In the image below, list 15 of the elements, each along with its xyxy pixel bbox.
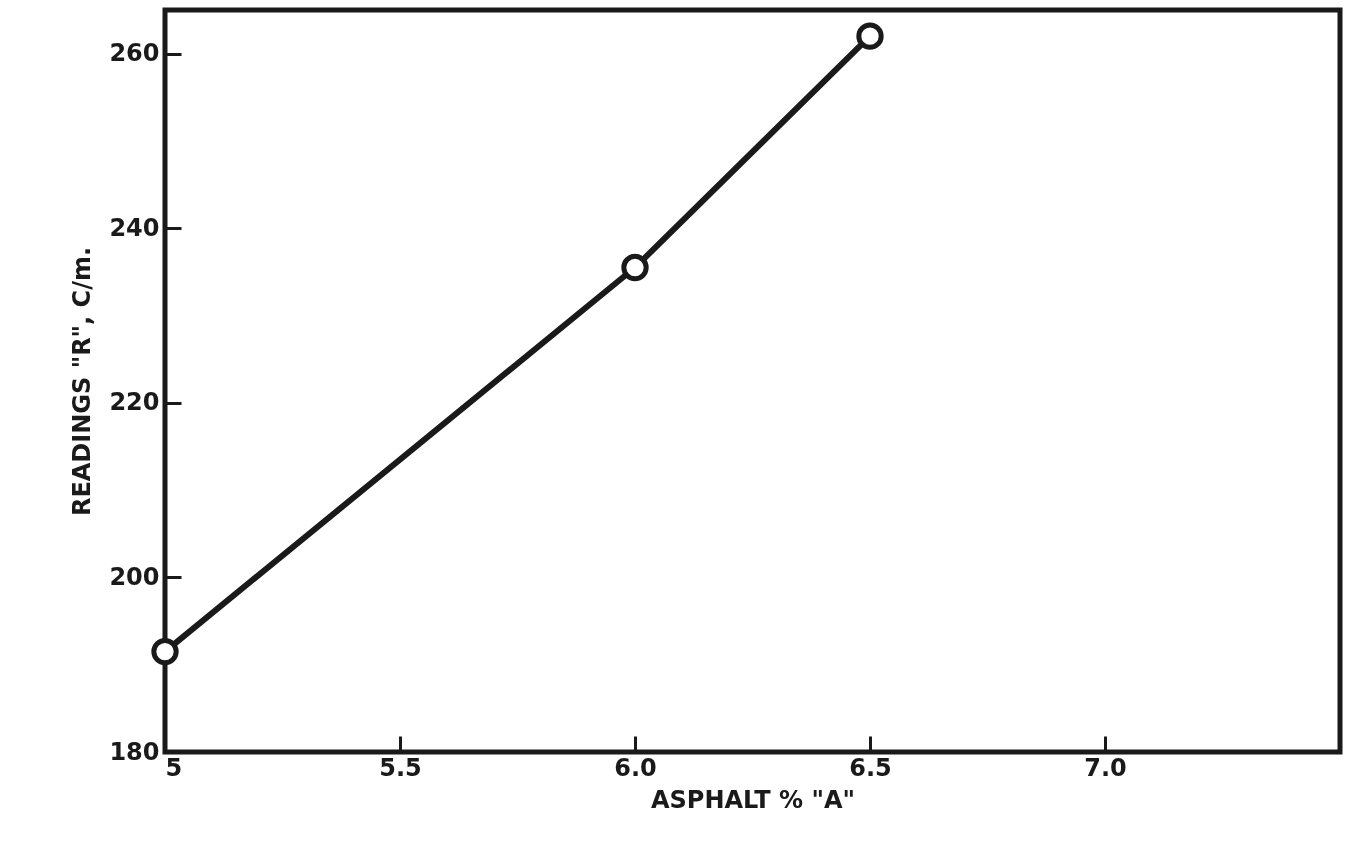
point bbox=[151, 637, 179, 666]
point bbox=[856, 22, 884, 50]
y-tick-label: 200 bbox=[109, 562, 160, 591]
y-axis-title: READINGS "R", C/m. bbox=[68, 246, 97, 517]
x-tick-label: 6.0 bbox=[614, 753, 657, 782]
y-tick-label: 260 bbox=[109, 39, 160, 68]
x-tick-label: 5.5 bbox=[379, 753, 422, 782]
y-tick-label: 240 bbox=[109, 213, 160, 242]
y-tick-label: 220 bbox=[109, 388, 160, 417]
x-axis-title: ASPHALT % "A" bbox=[650, 785, 856, 814]
point bbox=[621, 253, 649, 282]
y-tick-label: 180 bbox=[109, 737, 160, 766]
x-tick-label: 6.5 bbox=[849, 753, 892, 782]
x-tick-label: 5 bbox=[165, 753, 183, 782]
x-tick-label: 7.0 bbox=[1084, 753, 1127, 782]
